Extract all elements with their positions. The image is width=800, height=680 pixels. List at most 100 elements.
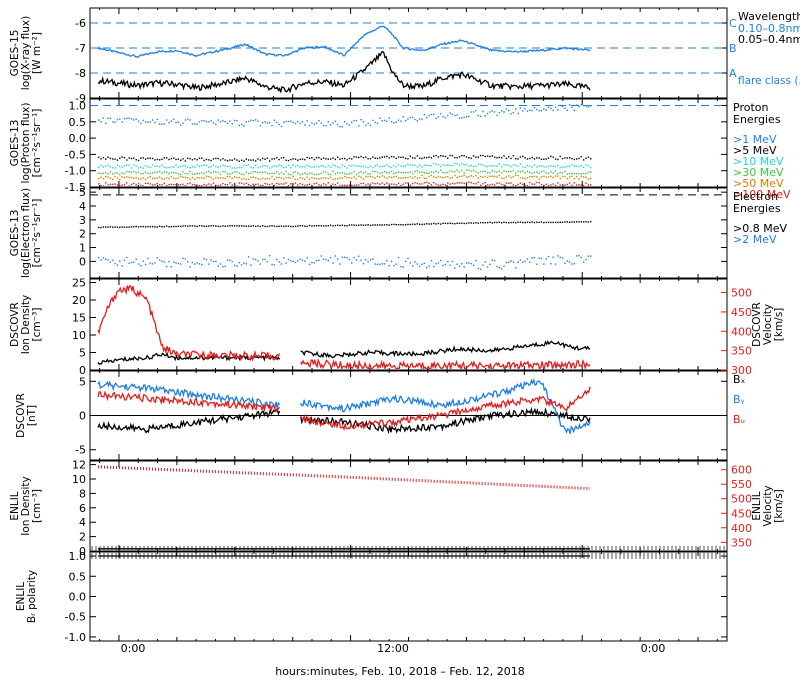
data-point <box>130 183 133 186</box>
data-point <box>571 172 573 175</box>
data-point <box>175 121 177 124</box>
data-point <box>191 183 194 186</box>
data-point <box>203 258 205 260</box>
data-point <box>426 223 428 225</box>
data-point <box>100 184 102 186</box>
data-point <box>278 158 280 161</box>
data-point <box>409 175 411 178</box>
y2-axis-title-line: [km/s] <box>773 489 785 523</box>
y-tick-label: -0.5 <box>65 611 86 624</box>
data-point <box>508 156 510 158</box>
data-point <box>456 182 458 184</box>
data-point <box>313 183 315 185</box>
data-point <box>498 182 501 184</box>
data-point <box>109 171 112 173</box>
data-point <box>564 184 566 186</box>
data-point <box>322 157 325 159</box>
data-point <box>205 184 208 186</box>
data-point <box>154 177 156 179</box>
data-point <box>210 159 212 162</box>
data-point <box>470 164 472 167</box>
data-point <box>475 165 477 168</box>
data-point <box>397 156 400 158</box>
data-point <box>416 177 419 179</box>
data-point <box>430 184 433 186</box>
data-point <box>465 115 468 118</box>
data-point <box>313 262 315 264</box>
data-point <box>329 166 332 168</box>
data-point <box>322 258 325 260</box>
data-point <box>133 261 135 263</box>
data-point <box>404 177 407 179</box>
data-point <box>465 222 468 225</box>
data-point <box>292 157 294 160</box>
data-point <box>508 164 510 167</box>
data-point <box>264 178 266 180</box>
data-point <box>519 176 522 179</box>
data-point <box>264 182 266 185</box>
data-point <box>557 182 559 184</box>
data-point <box>226 173 229 175</box>
data-point <box>456 157 458 159</box>
data-point <box>168 121 170 124</box>
data-point <box>301 177 304 180</box>
data-point <box>470 111 472 113</box>
data-point <box>557 109 559 111</box>
data-point <box>402 266 404 268</box>
data-point <box>475 156 477 159</box>
data-point <box>325 177 327 179</box>
data-point <box>552 165 554 167</box>
data-point <box>449 177 451 179</box>
data-point <box>313 225 315 227</box>
data-point <box>543 263 545 265</box>
data-point <box>196 225 198 228</box>
data-point <box>547 165 550 168</box>
data-point <box>283 178 285 180</box>
data-point <box>381 120 383 122</box>
data-point <box>177 262 180 265</box>
data-point <box>208 175 210 178</box>
data-point <box>320 172 322 175</box>
data-point <box>463 266 465 268</box>
data-point <box>304 158 306 161</box>
data-point <box>540 183 543 186</box>
data-point <box>219 225 222 228</box>
y-tick-label: 25 <box>72 277 86 290</box>
data-point <box>299 224 301 227</box>
data-point <box>285 182 287 184</box>
data-point <box>486 266 489 268</box>
data-point <box>109 177 112 179</box>
data-point <box>554 221 557 224</box>
data-point <box>205 164 208 166</box>
data-point <box>187 173 189 175</box>
data-point <box>198 224 201 227</box>
data-point <box>217 166 219 168</box>
data-point <box>404 182 407 184</box>
data-point <box>573 109 575 112</box>
data-point <box>292 260 294 263</box>
data-point <box>477 222 479 224</box>
data-point <box>184 176 187 179</box>
data-point <box>498 174 501 177</box>
legend-entry: >2 MeV <box>733 233 777 246</box>
data-point <box>545 258 547 260</box>
data-point <box>531 221 533 223</box>
data-point <box>510 165 512 168</box>
data-point <box>196 176 198 179</box>
data-point <box>170 265 173 268</box>
data-point <box>386 260 388 262</box>
data-point <box>262 171 264 174</box>
data-point <box>271 183 273 185</box>
data-point <box>449 154 451 157</box>
data-point <box>423 177 426 179</box>
data-point <box>133 177 135 179</box>
data-point <box>250 159 252 161</box>
data-point <box>156 158 158 161</box>
data-point <box>470 262 472 265</box>
data-point <box>264 225 266 228</box>
data-point <box>245 164 247 167</box>
data-point <box>353 256 355 259</box>
data-point <box>512 184 515 186</box>
data-point <box>224 165 226 167</box>
data-point <box>503 170 505 172</box>
